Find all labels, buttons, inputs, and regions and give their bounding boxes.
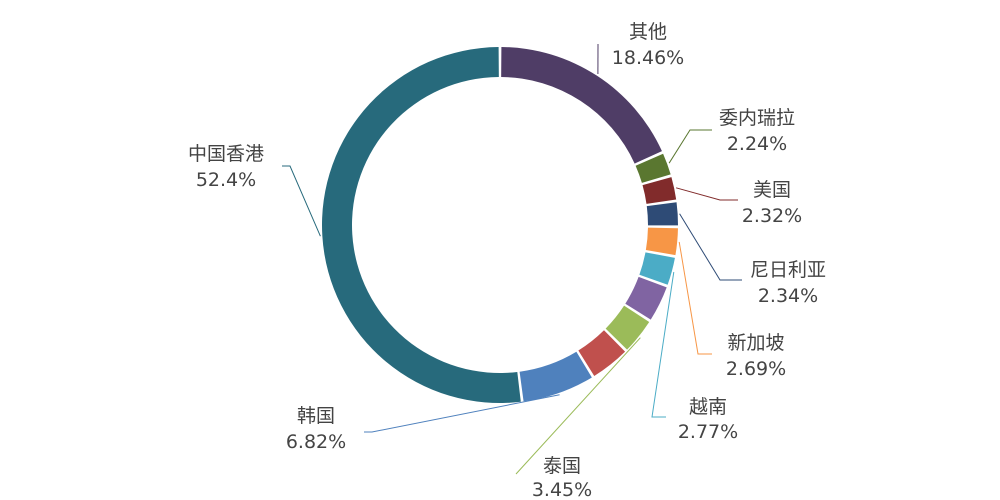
slice-label-value-4: 2.69% xyxy=(726,358,786,380)
leader-line-2 xyxy=(675,187,738,201)
slice-1 xyxy=(635,153,671,183)
slice-5 xyxy=(639,252,675,285)
leader-line-9 xyxy=(364,394,560,433)
leader-line-3 xyxy=(679,213,742,281)
leader-line-4 xyxy=(678,241,712,355)
slice-label-value-10: 52.4% xyxy=(196,169,256,191)
leader-line-10 xyxy=(282,165,321,237)
slice-label-value-1: 2.24% xyxy=(727,133,787,155)
slice-4 xyxy=(645,227,678,256)
slice-unlabeled-8 xyxy=(578,330,626,377)
slice-2 xyxy=(642,177,677,204)
label-leader-lines xyxy=(282,43,742,475)
slice-3 xyxy=(646,202,678,226)
slice-labels: 其他 18.46% 委内瑞拉 2.24% 美国 2.32% 尼日利亚 2.34% 新加坡 2.69… xyxy=(188,21,826,500)
slice-label-value-7: 3.45% xyxy=(532,479,592,500)
slice-label-name-1: 委内瑞拉 xyxy=(719,107,795,129)
leader-line-1 xyxy=(668,129,712,164)
slice-9 xyxy=(519,351,592,402)
slice-label-value-5: 2.77% xyxy=(678,421,738,443)
slice-7 xyxy=(605,305,650,350)
slice-label-value-9: 6.82% xyxy=(286,431,346,453)
slice-label-value-0: 18.46% xyxy=(612,47,684,69)
leader-line-7 xyxy=(515,337,641,475)
slice-label-name-10: 中国香港 xyxy=(188,143,264,165)
slice-label-name-4: 新加坡 xyxy=(727,332,784,354)
slice-label-name-9: 韩国 xyxy=(297,405,335,427)
slice-0 xyxy=(501,47,662,164)
donut-slices xyxy=(322,47,678,403)
slice-label-name-0: 其他 xyxy=(629,21,667,43)
slice-label-name-3: 尼日利亚 xyxy=(750,259,826,281)
slice-label-value-2: 2.32% xyxy=(742,205,802,227)
slice-unlabeled-6 xyxy=(625,276,667,320)
slice-label-name-5: 越南 xyxy=(689,396,727,418)
slice-label-name-2: 美国 xyxy=(753,179,791,201)
slice-label-name-7: 泰国 xyxy=(543,455,581,477)
slice-10 xyxy=(322,47,521,403)
slice-label-value-3: 2.34% xyxy=(758,285,818,307)
leader-line-5 xyxy=(651,271,675,418)
